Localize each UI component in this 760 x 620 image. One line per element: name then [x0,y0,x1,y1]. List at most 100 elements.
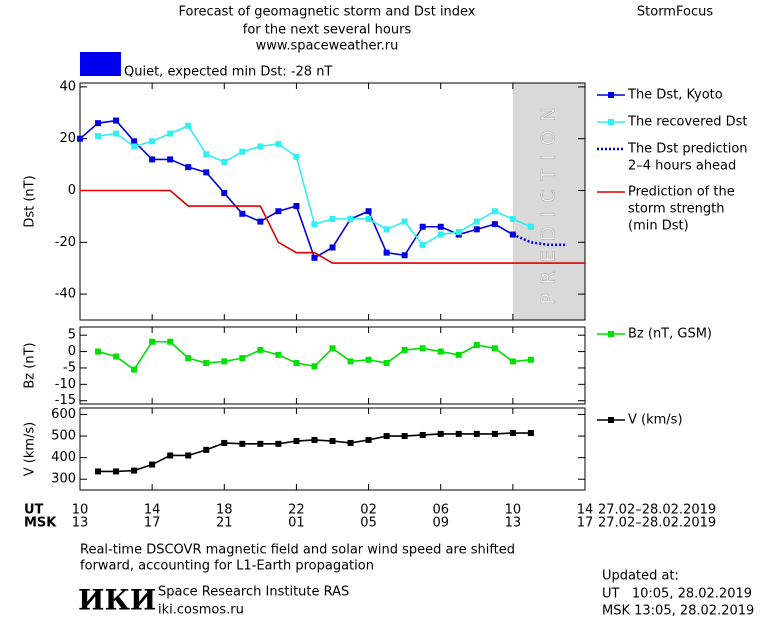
x-tick-label: 06 [432,503,449,518]
data-point [383,249,390,256]
x-tick-label-msk: 09 [432,516,449,531]
logo: ИКИ [78,584,156,617]
data-point [203,151,210,158]
data-point [383,433,390,440]
data-point [365,356,372,363]
data-point [473,218,480,225]
data-point [77,135,83,142]
data-point [383,360,390,367]
data-point [293,153,300,160]
data-point [293,438,300,445]
legend-label: The recovered Dst [627,115,747,130]
y-tick-label: -5 [63,360,76,375]
data-point [509,430,516,437]
series-line [80,189,585,264]
data-point [203,446,210,453]
y-tick-label: -15 [55,393,76,408]
data-point [527,356,534,363]
data-point [113,353,120,360]
legend-marker [608,331,614,337]
legend-label: 2–4 hours ahead [628,159,736,174]
x-tick-label-msk: 17 [577,516,594,531]
y-axis-label: Bz (nT) [23,342,38,388]
data-point [437,430,444,437]
legend-marker [608,92,614,98]
data-point [491,345,498,352]
prediction-zone [512,83,585,320]
data-point [221,159,228,165]
x-tick-label-msk: 13 [505,516,522,531]
data-point [437,223,444,230]
data-point [401,218,408,225]
y-tick-label: 0 [68,344,76,359]
y-tick-label: -10 [55,377,76,392]
data-point [221,439,228,446]
data-point [365,208,372,215]
data-point [131,138,138,145]
data-point [419,431,426,438]
data-point [185,122,192,129]
data-point [401,252,408,259]
data-point [167,156,174,163]
data-point [239,440,246,447]
data-point [239,355,246,362]
x-tick-label: 02 [360,503,377,518]
data-point [167,452,174,459]
data-point [203,169,210,176]
data-point [239,210,246,217]
legend-marker [608,417,614,423]
data-point [131,143,138,150]
data-point [167,130,174,137]
updated-msk: MSK 13:05, 28.02.2019 [602,604,754,619]
y-tick-label: 300 [51,472,76,487]
data-point [293,360,300,367]
data-point [437,348,444,355]
data-point [257,346,264,353]
data-point [329,438,336,445]
data-point [455,228,462,235]
x-tick-label-msk: 01 [288,516,305,531]
legend-label: (min Dst) [628,219,689,234]
data-point [365,215,372,222]
y-tick-label: 40 [59,79,76,94]
x-tick-label: 14 [577,503,594,518]
data-point [131,366,138,373]
y-tick-label: 0 [68,183,76,198]
data-point [419,223,426,230]
data-point [347,439,354,446]
data-point [221,358,228,365]
data-point [329,215,336,222]
series-line [79,119,514,260]
data-point [509,358,516,365]
data-point [437,231,444,238]
data-point [491,221,498,228]
x-tick-label: 10 [505,503,522,518]
data-point [311,254,318,261]
data-point [527,223,534,230]
data-point [113,130,120,137]
data-point [473,342,480,349]
legend-label: storm strength [628,202,725,217]
data-point [347,358,354,365]
data-point [257,143,264,150]
y-axis-label: Dst (nT) [23,175,38,227]
data-point [95,120,102,127]
x-tick-label: 10 [72,503,89,518]
data-point [383,226,390,233]
y-tick-label: 500 [51,429,76,444]
x-row-label: UT [24,503,44,518]
legend-label: Prediction of the [628,185,735,200]
data-point [347,215,354,222]
data-point [95,468,102,475]
legend-marker [608,119,614,125]
x-tick-label: 18 [216,503,233,518]
data-point [293,203,300,210]
plot-frame [79,82,586,321]
y-tick-label: -40 [55,287,76,302]
data-point [455,351,462,358]
data-point [185,355,192,362]
status-swatch [80,52,121,76]
data-point [149,138,156,145]
x-row-date: 27.02–28.02.2019 [598,503,716,518]
